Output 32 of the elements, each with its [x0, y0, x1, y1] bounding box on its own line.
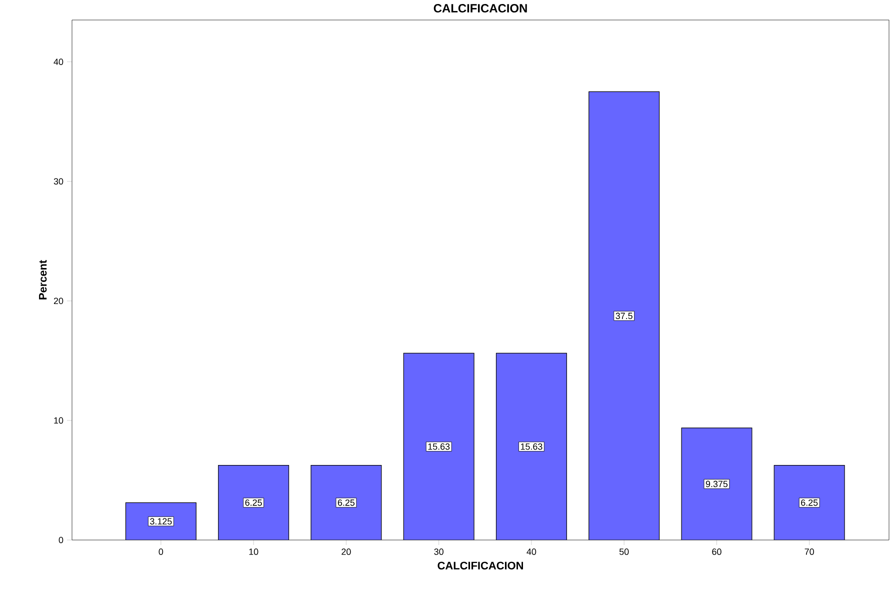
bar — [682, 428, 752, 540]
y-tick-label: 30 — [54, 178, 64, 185]
x-tick-label: 30 — [434, 548, 444, 555]
bar — [588, 92, 660, 540]
data-label: 9.375 — [706, 480, 728, 488]
x-tick-label: 0 — [158, 548, 164, 555]
x-tick-label: 50 — [619, 548, 629, 555]
data-label: 37.5 — [616, 312, 632, 320]
bar — [404, 353, 474, 540]
y-tick-label: 20 — [54, 298, 64, 304]
x-tick-label: 40 — [526, 548, 536, 555]
x-tick-label: 70 — [804, 548, 814, 555]
data-label: 6.25 — [245, 499, 262, 506]
x-tick-label: 10 — [249, 548, 258, 555]
data-label: 15.63 — [520, 443, 542, 450]
x-tick-label: 60 — [712, 548, 722, 555]
bar — [310, 465, 382, 540]
data-label: 6.25 — [338, 499, 355, 506]
data-label: 15.63 — [428, 443, 450, 450]
bar — [774, 464, 845, 540]
x-axis-title: CALCIFICACION — [438, 562, 523, 570]
y-axis-title: Percent — [39, 260, 47, 300]
y-tick-label: 40 — [54, 58, 64, 66]
data-label: 3.125 — [150, 518, 172, 524]
y-tick-label: 0 — [58, 536, 64, 544]
chart-title: CALCIFICACION — [434, 4, 527, 12]
bar — [496, 353, 567, 540]
bar — [218, 465, 289, 540]
y-tick-label: 10 — [54, 417, 64, 424]
bar — [126, 502, 196, 540]
data-label: 6.25 — [801, 499, 818, 506]
x-tick-label: 20 — [342, 548, 351, 555]
